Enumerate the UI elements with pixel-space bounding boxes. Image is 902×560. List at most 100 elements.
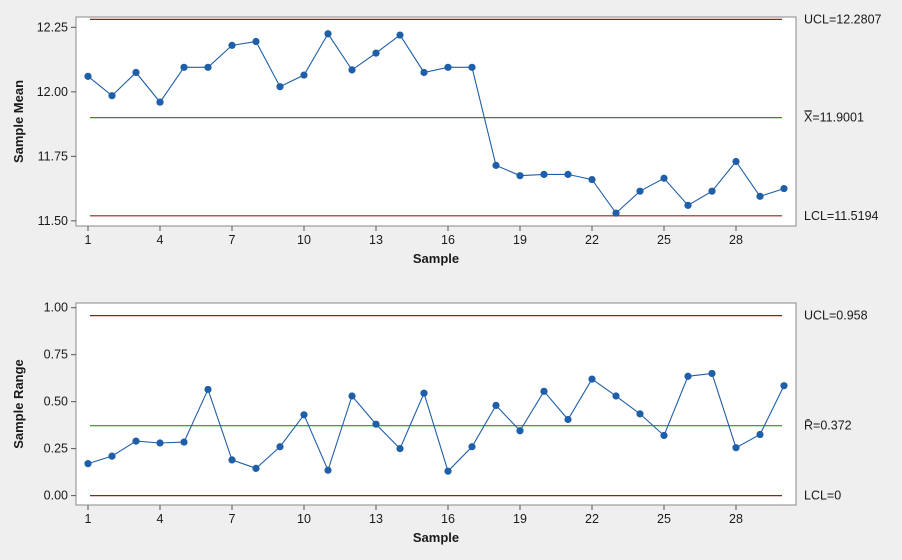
range-data-point	[348, 392, 356, 400]
range-data-point	[492, 401, 500, 410]
xbar-ytick-label: 11.50	[38, 214, 68, 228]
xbar-xtick-label: 13	[369, 233, 383, 247]
xbar-plot-area	[75, 16, 797, 227]
xbar-xtick-label: 1	[85, 233, 92, 247]
xbar-ytick-label: 11.75	[38, 149, 68, 163]
range-data-point	[708, 369, 716, 378]
xbar-data-point	[372, 49, 380, 57]
xbar-data-point	[420, 68, 428, 77]
xbar-xtick-label: 10	[297, 233, 311, 247]
range-xtick-label: 25	[657, 512, 671, 526]
xbar-ucl-label: UCL=12.2807	[804, 12, 882, 26]
xbar-data-point	[636, 187, 644, 195]
xbar-data-point	[276, 83, 284, 91]
range-xtick-label: 7	[229, 512, 236, 526]
xbar-data-point	[516, 172, 524, 180]
range-data-point	[132, 437, 140, 445]
xbar-data-point	[156, 98, 164, 106]
range-series-line	[87, 372, 785, 473]
range-ucl-label: UCL=0.958	[804, 309, 868, 323]
xbar-data-point	[252, 37, 260, 46]
xbar-data-point	[444, 63, 452, 71]
xbar-xtick-label: 19	[513, 233, 527, 247]
range-data-point	[516, 427, 524, 435]
xbar-data-point	[204, 63, 212, 71]
xbar-data-point	[540, 170, 548, 178]
range-xtick-label: 10	[297, 512, 311, 526]
range-data-point	[444, 467, 452, 475]
xbar-data-point	[612, 209, 620, 217]
range-data-point	[276, 443, 284, 451]
xbar-xtick-label: 28	[729, 233, 743, 247]
xbar-data-point	[300, 71, 308, 79]
range-data-point	[228, 456, 236, 464]
xbar-data-point	[756, 192, 764, 200]
range-xtick-label: 16	[441, 512, 455, 526]
range-xtick-label: 13	[369, 512, 383, 526]
xbar-chart: 1 4 7 10 13 16 19 22 25 28 11.50 11.75 12.00 12.25 Sam…	[11, 12, 882, 266]
range-xtick-label: 19	[513, 512, 527, 526]
xbar-xtick-label: 22	[585, 233, 599, 247]
xbar-ytick-label: 12.00	[37, 85, 68, 99]
range-data-point	[84, 460, 92, 468]
xbar-data-point	[348, 66, 356, 74]
xbar-data-point	[132, 68, 140, 77]
xbar-data-point	[468, 63, 476, 71]
xbar-data-point	[180, 63, 188, 71]
xbar-data-point	[324, 30, 332, 38]
range-data-point	[156, 439, 164, 447]
xbar-data-point	[564, 170, 572, 178]
xbar-xtick-label: 7	[229, 233, 236, 247]
range-data-point	[372, 420, 380, 428]
range-ytick-label: 0.50	[44, 395, 68, 409]
range-ytick-label: 0.75	[44, 348, 68, 362]
xbar-series-line	[87, 32, 785, 214]
range-ytick-label: 0.25	[44, 442, 68, 456]
range-center-label: R̄=0.372	[804, 419, 852, 433]
range-ytick-label: 0.00	[44, 489, 68, 503]
xbar-lcl-label: LCL=11.5194	[804, 209, 879, 223]
range-data-point	[612, 392, 620, 400]
xbar-data-point	[492, 161, 500, 169]
xbar-data-point	[708, 187, 716, 195]
xbar-data-point	[84, 72, 92, 80]
range-xtick-label: 4	[157, 512, 164, 526]
xbar-data-point	[588, 175, 596, 184]
range-chart: 1 4 7 10 13 16 19 22 25 28 0.00 0.25 0.50 0.75 1.00 Sam…	[11, 301, 868, 545]
range-data-point	[564, 415, 572, 424]
range-data-point	[540, 387, 548, 395]
xbar-y-axis-title: Sample Mean	[11, 80, 26, 163]
range-data-point	[684, 372, 692, 380]
range-data-point	[756, 430, 764, 439]
range-data-point	[252, 464, 260, 472]
range-data-point	[204, 385, 212, 394]
xbar-xtick-label: 16	[441, 233, 455, 247]
range-data-point	[324, 466, 332, 474]
xbar-data-point	[684, 201, 692, 209]
range-data-point	[180, 438, 188, 446]
xbar-data-point	[780, 184, 788, 193]
range-data-point	[108, 452, 116, 460]
xbar-ytick-label: 12.25	[37, 20, 68, 34]
xbar-xtick-label: 4	[157, 233, 164, 247]
xbar-data-point	[660, 174, 668, 182]
range-data-point	[732, 444, 740, 452]
range-xtick-label: 28	[729, 512, 743, 526]
xbar-data-point	[108, 92, 116, 100]
range-lcl-label: LCL=0	[804, 489, 841, 503]
xbar-data-point	[228, 41, 236, 49]
xbar-x-axis-title: Sample	[413, 251, 459, 266]
range-x-axis-title: Sample	[413, 530, 459, 545]
xbar-data-point	[396, 31, 404, 39]
range-data-point	[300, 411, 308, 419]
range-ytick-label: 1.00	[44, 301, 68, 315]
range-data-point	[660, 431, 668, 440]
range-data-point	[420, 389, 428, 397]
range-xtick-label: 1	[85, 512, 92, 526]
range-y-axis-title: Sample Range	[11, 359, 26, 449]
xbar-xtick-label: 25	[657, 233, 671, 247]
range-data-point	[468, 443, 476, 451]
xbar-center-label: X̿=11.9001	[804, 110, 864, 125]
